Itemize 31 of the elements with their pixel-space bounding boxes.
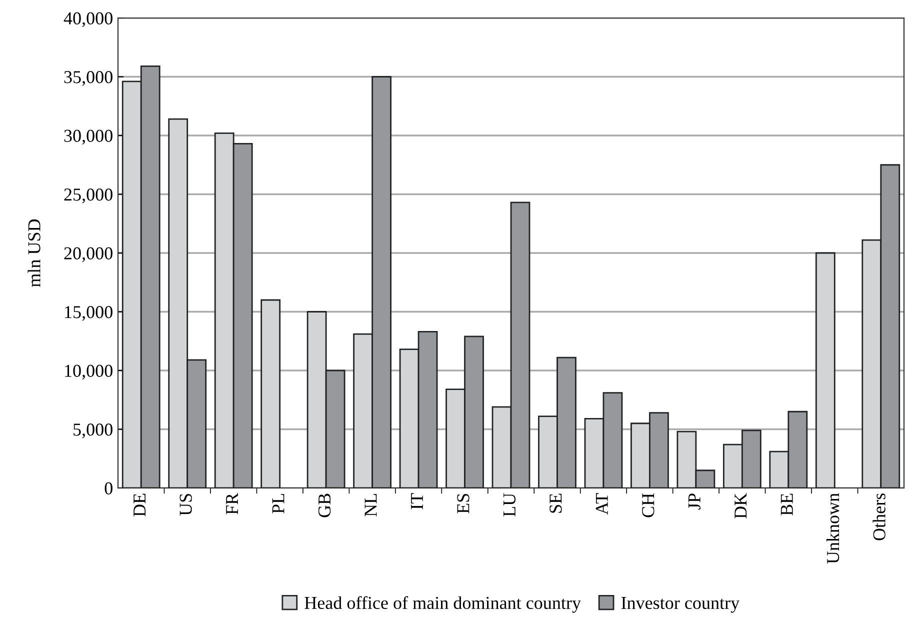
legend-label: Investor country [621,597,740,613]
y-tick-label: 15,000 [65,306,112,321]
x-tick-label: Unknown [826,493,840,564]
x-tick-label: Others [872,494,886,540]
y-tick-label: 20,000 [64,247,112,262]
x-tick-label: IT [411,493,423,510]
y-tick-label: 0 [104,482,112,494]
y-tick-label: 40,000 [64,12,112,28]
x-tick-label: CH [642,493,654,518]
y-tick-label: 5,000 [74,424,112,438]
x-tick-label: SE [550,494,562,513]
x-tick-label: NL [364,494,377,516]
y-axis-title: mln USD [28,219,40,287]
x-tick-label: LU [504,493,516,516]
x-tick-label: DE [134,494,146,516]
x-tick-label: DK [734,493,747,518]
legend-label: Head office of main dominant country [304,596,581,613]
x-tick-label: BE [780,494,793,516]
x-tick-label: JP [688,494,700,510]
x-tick-label: AT [596,493,608,515]
x-tick-label: PL [272,494,284,514]
y-tick-label: 25,000 [64,188,112,204]
y-tick-label: 30,000 [64,130,112,145]
x-tick-label: US [180,494,192,516]
y-tick-label: 35,000 [64,71,112,86]
x-tick-label: FR [226,492,238,514]
bar [260,299,281,488]
y-tick-label: 10,000 [65,364,112,380]
x-tick-label: ES [457,494,470,514]
x-tick-label: GB [318,494,331,518]
bar [815,252,836,488]
